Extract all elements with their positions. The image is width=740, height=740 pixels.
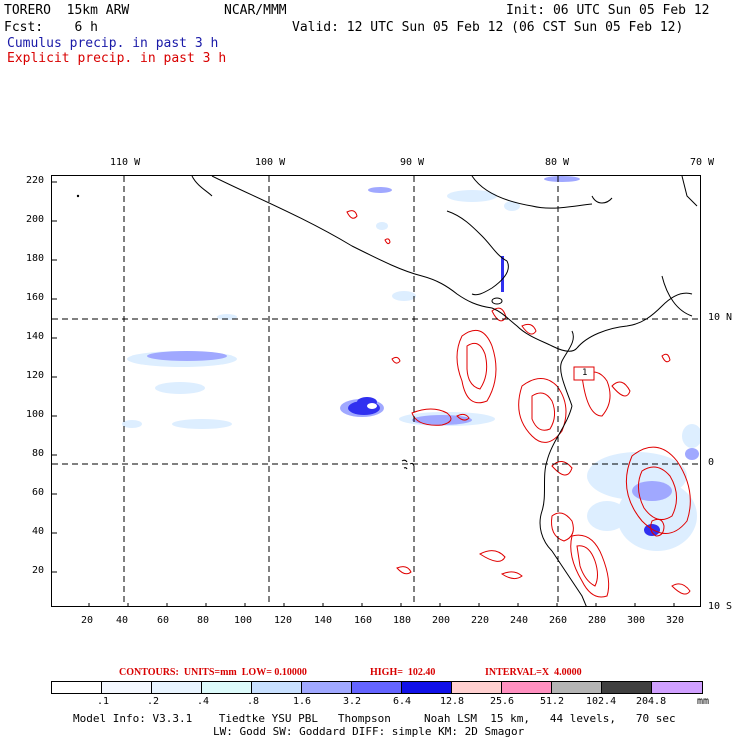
y-tick: 160 <box>26 292 45 303</box>
legend-label: .4 <box>197 696 210 707</box>
x-tick: 240 <box>510 615 529 626</box>
precip-color-legend <box>51 681 703 694</box>
y-tick: 200 <box>26 214 45 225</box>
x-tick: 60 <box>157 615 170 626</box>
lat-label-10n: 10 N <box>708 312 733 323</box>
legend-swatch <box>402 682 452 693</box>
x-tick: 80 <box>197 615 210 626</box>
x-tick: 200 <box>432 615 451 626</box>
y-tick: 180 <box>26 253 45 264</box>
legend-swatch <box>552 682 602 693</box>
lake-outline <box>491 297 503 305</box>
legend-unit: mm <box>697 696 710 707</box>
legend-label: 204.8 <box>636 696 667 707</box>
x-tick: 160 <box>354 615 373 626</box>
init-time: Init: 06 UTC Sun 05 Feb 12 <box>506 3 710 18</box>
contours-units-label: CONTOURS: UNITS=mm LOW= 0.10000 <box>119 667 307 678</box>
x-tick: 260 <box>549 615 568 626</box>
legend-swatch <box>102 682 152 693</box>
y-tick: 100 <box>26 409 45 420</box>
legend-swatch <box>352 682 402 693</box>
legend-swatch <box>152 682 202 693</box>
graticule <box>52 176 700 606</box>
city-dot <box>76 194 80 198</box>
marker-label: 1 <box>582 368 588 378</box>
cumulus-label: Cumulus precip. in past 3 h <box>7 36 219 51</box>
legend-label: 25.6 <box>490 696 515 707</box>
map-canvas <box>52 176 700 606</box>
y-tick: 40 <box>32 526 45 537</box>
explicit-label: Explicit precip. in past 3 h <box>7 51 227 66</box>
lon-label-70w: 70 W <box>690 157 715 168</box>
legend-label: 6.4 <box>393 696 412 707</box>
y-tick: 220 <box>26 175 45 186</box>
y-tick: 60 <box>32 487 45 498</box>
lon-label-110w: 110 W <box>110 157 141 168</box>
y-tick: 120 <box>26 370 45 381</box>
legend-label: .1 <box>97 696 110 707</box>
legend-label: 1.6 <box>293 696 312 707</box>
forecast-hour: Fcst: 6 h <box>4 20 98 35</box>
legend-swatch <box>252 682 302 693</box>
legend-swatch <box>502 682 552 693</box>
cumulus-precip-mid <box>147 176 699 501</box>
legend-swatch <box>52 682 102 693</box>
legend-label: 3.2 <box>343 696 362 707</box>
legend-label: 51.2 <box>540 696 565 707</box>
y-tick: 140 <box>26 331 45 342</box>
x-tick: 40 <box>116 615 129 626</box>
precip-map: 1 <box>51 175 701 607</box>
model-info-line2: LW: Godd SW: Goddard DIFF: simple KM: 2D… <box>213 725 525 738</box>
x-tick: 140 <box>314 615 333 626</box>
legend-label: .2 <box>147 696 160 707</box>
cumulus-precip-light <box>122 190 700 551</box>
lon-label-90w: 90 W <box>400 157 425 168</box>
contours-high-label: HIGH= 102.40 <box>370 667 436 678</box>
y-tick: 80 <box>32 448 45 459</box>
model-info-line1: Model Info: V3.3.1 Tiedtke YSU PBL Thomp… <box>73 712 676 725</box>
legend-swatch <box>602 682 652 693</box>
lon-label-80w: 80 W <box>545 157 570 168</box>
legend-swatch <box>652 682 702 693</box>
legend-swatch <box>452 682 502 693</box>
center-name: NCAR/MMM <box>224 3 287 18</box>
model-title: TORERO 15km ARW <box>4 3 130 18</box>
x-tick: 180 <box>393 615 412 626</box>
x-tick: 280 <box>588 615 607 626</box>
axis-ticks <box>52 181 675 606</box>
cumulus-precip-core <box>367 403 377 409</box>
x-tick: 220 <box>471 615 490 626</box>
x-tick: 20 <box>81 615 94 626</box>
legend-label: 102.4 <box>586 696 617 707</box>
lat-label-0: 0 <box>708 457 715 468</box>
marker-box <box>573 366 595 381</box>
y-tick: 20 <box>32 565 45 576</box>
legend-label: 12.8 <box>440 696 465 707</box>
legend-swatch <box>302 682 352 693</box>
x-tick: 300 <box>627 615 646 626</box>
lon-label-100w: 100 W <box>255 157 286 168</box>
explicit-precip-contours <box>346 210 691 598</box>
x-tick: 320 <box>666 615 685 626</box>
coastlines <box>191 176 698 606</box>
x-tick: 100 <box>234 615 253 626</box>
contours-interval-label: INTERVAL=X 4.0000 <box>485 667 582 678</box>
valid-time: Valid: 12 UTC Sun 05 Feb 12 (06 CST Sun … <box>292 20 684 35</box>
lat-label-10s: 10 S <box>708 601 733 612</box>
x-tick: 120 <box>274 615 293 626</box>
legend-label: .8 <box>247 696 260 707</box>
legend-swatch <box>202 682 252 693</box>
